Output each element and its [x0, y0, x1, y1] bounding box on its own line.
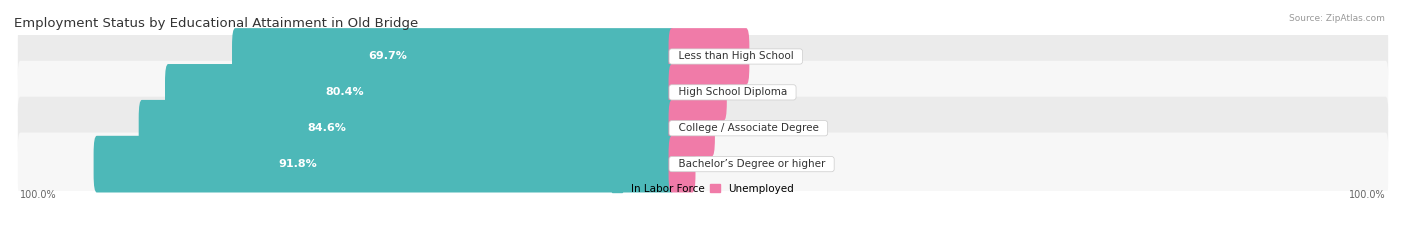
Text: 100.0%: 100.0%	[20, 190, 58, 200]
Legend: In Labor Force, Unemployed: In Labor Force, Unemployed	[612, 184, 794, 194]
Text: 11.9%: 11.9%	[755, 51, 794, 62]
FancyBboxPatch shape	[669, 28, 749, 85]
Text: 100.0%: 100.0%	[1348, 190, 1386, 200]
Text: 8.3%: 8.3%	[733, 87, 763, 97]
FancyBboxPatch shape	[94, 136, 675, 192]
FancyBboxPatch shape	[18, 97, 1388, 160]
FancyBboxPatch shape	[18, 61, 1388, 124]
Text: 80.4%: 80.4%	[325, 87, 364, 97]
FancyBboxPatch shape	[18, 25, 1388, 88]
Text: 3.3%: 3.3%	[702, 159, 733, 169]
Text: Source: ZipAtlas.com: Source: ZipAtlas.com	[1289, 14, 1385, 23]
FancyBboxPatch shape	[232, 28, 675, 85]
Text: Bachelor’s Degree or higher: Bachelor’s Degree or higher	[672, 159, 831, 169]
Text: College / Associate Degree: College / Associate Degree	[672, 123, 825, 133]
FancyBboxPatch shape	[669, 64, 727, 121]
Text: 69.7%: 69.7%	[368, 51, 408, 62]
FancyBboxPatch shape	[18, 133, 1388, 196]
Text: 6.4%: 6.4%	[721, 123, 752, 133]
FancyBboxPatch shape	[139, 100, 675, 157]
Text: High School Diploma: High School Diploma	[672, 87, 793, 97]
Text: 91.8%: 91.8%	[278, 159, 318, 169]
Text: 84.6%: 84.6%	[308, 123, 347, 133]
FancyBboxPatch shape	[669, 100, 714, 157]
Text: Less than High School: Less than High School	[672, 51, 800, 62]
FancyBboxPatch shape	[165, 64, 675, 121]
Text: Employment Status by Educational Attainment in Old Bridge: Employment Status by Educational Attainm…	[14, 17, 419, 30]
FancyBboxPatch shape	[669, 136, 696, 192]
